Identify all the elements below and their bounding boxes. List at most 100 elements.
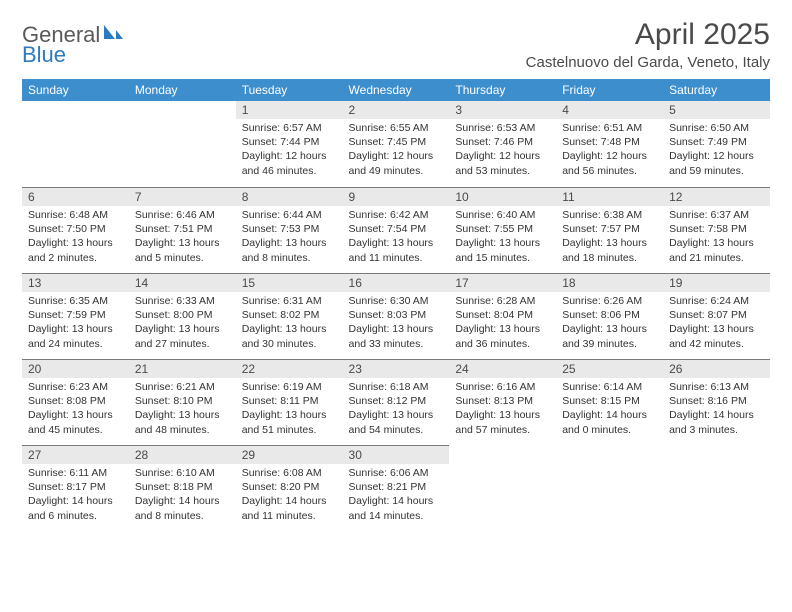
day-content: Sunrise: 6:13 AMSunset: 8:16 PMDaylight:… <box>663 378 770 441</box>
calendar-day-cell: 7Sunrise: 6:46 AMSunset: 7:51 PMDaylight… <box>129 187 236 273</box>
calendar-day-cell: 11Sunrise: 6:38 AMSunset: 7:57 PMDayligh… <box>556 187 663 273</box>
logo-sail-icon <box>103 24 125 45</box>
day-content: Sunrise: 6:26 AMSunset: 8:06 PMDaylight:… <box>556 292 663 355</box>
calendar-table: Sunday Monday Tuesday Wednesday Thursday… <box>22 79 770 531</box>
calendar-week-row: 1Sunrise: 6:57 AMSunset: 7:44 PMDaylight… <box>22 101 770 187</box>
day-number: 5 <box>663 101 770 119</box>
calendar-day-cell: 29Sunrise: 6:08 AMSunset: 8:20 PMDayligh… <box>236 445 343 531</box>
calendar-day-cell: 2Sunrise: 6:55 AMSunset: 7:45 PMDaylight… <box>343 101 450 187</box>
calendar-day-cell <box>449 445 556 531</box>
day-number-empty <box>663 445 770 463</box>
day-number: 14 <box>129 273 236 292</box>
calendar-body: 1Sunrise: 6:57 AMSunset: 7:44 PMDaylight… <box>22 101 770 531</box>
calendar-day-cell: 1Sunrise: 6:57 AMSunset: 7:44 PMDaylight… <box>236 101 343 187</box>
weekday-header-row: Sunday Monday Tuesday Wednesday Thursday… <box>22 79 770 101</box>
calendar-day-cell: 16Sunrise: 6:30 AMSunset: 8:03 PMDayligh… <box>343 273 450 359</box>
day-content: Sunrise: 6:40 AMSunset: 7:55 PMDaylight:… <box>449 206 556 269</box>
day-content: Sunrise: 6:55 AMSunset: 7:45 PMDaylight:… <box>343 119 450 182</box>
page-header: GeneralBlue April 2025 Castelnuovo del G… <box>22 18 770 71</box>
day-content: Sunrise: 6:30 AMSunset: 8:03 PMDaylight:… <box>343 292 450 355</box>
day-number: 11 <box>556 187 663 206</box>
weekday-header: Wednesday <box>343 79 450 101</box>
day-number: 28 <box>129 445 236 464</box>
calendar-page: GeneralBlue April 2025 Castelnuovo del G… <box>0 0 792 549</box>
calendar-day-cell <box>556 445 663 531</box>
day-content: Sunrise: 6:46 AMSunset: 7:51 PMDaylight:… <box>129 206 236 269</box>
location-text: Castelnuovo del Garda, Veneto, Italy <box>526 54 770 71</box>
day-number: 24 <box>449 359 556 378</box>
day-content: Sunrise: 6:53 AMSunset: 7:46 PMDaylight:… <box>449 119 556 182</box>
day-number: 6 <box>22 187 129 206</box>
day-content: Sunrise: 6:42 AMSunset: 7:54 PMDaylight:… <box>343 206 450 269</box>
day-number: 7 <box>129 187 236 206</box>
calendar-day-cell: 5Sunrise: 6:50 AMSunset: 7:49 PMDaylight… <box>663 101 770 187</box>
day-content: Sunrise: 6:35 AMSunset: 7:59 PMDaylight:… <box>22 292 129 355</box>
calendar-day-cell <box>663 445 770 531</box>
day-number-empty <box>556 445 663 463</box>
calendar-week-row: 20Sunrise: 6:23 AMSunset: 8:08 PMDayligh… <box>22 359 770 445</box>
day-content: Sunrise: 6:24 AMSunset: 8:07 PMDaylight:… <box>663 292 770 355</box>
calendar-day-cell: 18Sunrise: 6:26 AMSunset: 8:06 PMDayligh… <box>556 273 663 359</box>
month-title: April 2025 <box>526 18 770 52</box>
day-content: Sunrise: 6:21 AMSunset: 8:10 PMDaylight:… <box>129 378 236 441</box>
day-content: Sunrise: 6:57 AMSunset: 7:44 PMDaylight:… <box>236 119 343 182</box>
day-number: 21 <box>129 359 236 378</box>
day-number: 1 <box>236 101 343 119</box>
calendar-day-cell <box>22 101 129 187</box>
day-number: 25 <box>556 359 663 378</box>
day-number: 20 <box>22 359 129 378</box>
calendar-day-cell: 15Sunrise: 6:31 AMSunset: 8:02 PMDayligh… <box>236 273 343 359</box>
calendar-day-cell: 27Sunrise: 6:11 AMSunset: 8:17 PMDayligh… <box>22 445 129 531</box>
day-content: Sunrise: 6:37 AMSunset: 7:58 PMDaylight:… <box>663 206 770 269</box>
calendar-day-cell: 9Sunrise: 6:42 AMSunset: 7:54 PMDaylight… <box>343 187 450 273</box>
brand-logo: GeneralBlue <box>22 18 125 68</box>
day-number: 12 <box>663 187 770 206</box>
day-content: Sunrise: 6:18 AMSunset: 8:12 PMDaylight:… <box>343 378 450 441</box>
day-content: Sunrise: 6:44 AMSunset: 7:53 PMDaylight:… <box>236 206 343 269</box>
day-number: 26 <box>663 359 770 378</box>
calendar-day-cell: 22Sunrise: 6:19 AMSunset: 8:11 PMDayligh… <box>236 359 343 445</box>
day-content: Sunrise: 6:38 AMSunset: 7:57 PMDaylight:… <box>556 206 663 269</box>
day-number: 2 <box>343 101 450 119</box>
calendar-week-row: 6Sunrise: 6:48 AMSunset: 7:50 PMDaylight… <box>22 187 770 273</box>
weekday-header: Sunday <box>22 79 129 101</box>
calendar-day-cell: 4Sunrise: 6:51 AMSunset: 7:48 PMDaylight… <box>556 101 663 187</box>
day-number: 18 <box>556 273 663 292</box>
weekday-header: Tuesday <box>236 79 343 101</box>
day-number: 23 <box>343 359 450 378</box>
day-number: 27 <box>22 445 129 464</box>
title-block: April 2025 Castelnuovo del Garda, Veneto… <box>526 18 770 71</box>
weekday-header: Saturday <box>663 79 770 101</box>
calendar-day-cell: 8Sunrise: 6:44 AMSunset: 7:53 PMDaylight… <box>236 187 343 273</box>
day-number: 29 <box>236 445 343 464</box>
calendar-day-cell: 20Sunrise: 6:23 AMSunset: 8:08 PMDayligh… <box>22 359 129 445</box>
day-content: Sunrise: 6:50 AMSunset: 7:49 PMDaylight:… <box>663 119 770 182</box>
day-number: 13 <box>22 273 129 292</box>
day-number: 4 <box>556 101 663 119</box>
weekday-header: Friday <box>556 79 663 101</box>
day-number: 10 <box>449 187 556 206</box>
calendar-day-cell: 30Sunrise: 6:06 AMSunset: 8:21 PMDayligh… <box>343 445 450 531</box>
day-content: Sunrise: 6:11 AMSunset: 8:17 PMDaylight:… <box>22 464 129 527</box>
day-content: Sunrise: 6:06 AMSunset: 8:21 PMDaylight:… <box>343 464 450 527</box>
day-content: Sunrise: 6:23 AMSunset: 8:08 PMDaylight:… <box>22 378 129 441</box>
calendar-week-row: 27Sunrise: 6:11 AMSunset: 8:17 PMDayligh… <box>22 445 770 531</box>
calendar-week-row: 13Sunrise: 6:35 AMSunset: 7:59 PMDayligh… <box>22 273 770 359</box>
calendar-day-cell <box>129 101 236 187</box>
calendar-day-cell: 3Sunrise: 6:53 AMSunset: 7:46 PMDaylight… <box>449 101 556 187</box>
calendar-day-cell: 12Sunrise: 6:37 AMSunset: 7:58 PMDayligh… <box>663 187 770 273</box>
day-content: Sunrise: 6:08 AMSunset: 8:20 PMDaylight:… <box>236 464 343 527</box>
calendar-day-cell: 24Sunrise: 6:16 AMSunset: 8:13 PMDayligh… <box>449 359 556 445</box>
day-content: Sunrise: 6:19 AMSunset: 8:11 PMDaylight:… <box>236 378 343 441</box>
day-content: Sunrise: 6:14 AMSunset: 8:15 PMDaylight:… <box>556 378 663 441</box>
weekday-header: Monday <box>129 79 236 101</box>
calendar-day-cell: 21Sunrise: 6:21 AMSunset: 8:10 PMDayligh… <box>129 359 236 445</box>
calendar-day-cell: 23Sunrise: 6:18 AMSunset: 8:12 PMDayligh… <box>343 359 450 445</box>
day-number-empty <box>449 445 556 463</box>
day-number: 3 <box>449 101 556 119</box>
day-number: 22 <box>236 359 343 378</box>
day-content: Sunrise: 6:31 AMSunset: 8:02 PMDaylight:… <box>236 292 343 355</box>
day-content: Sunrise: 6:33 AMSunset: 8:00 PMDaylight:… <box>129 292 236 355</box>
calendar-day-cell: 6Sunrise: 6:48 AMSunset: 7:50 PMDaylight… <box>22 187 129 273</box>
day-number: 16 <box>343 273 450 292</box>
